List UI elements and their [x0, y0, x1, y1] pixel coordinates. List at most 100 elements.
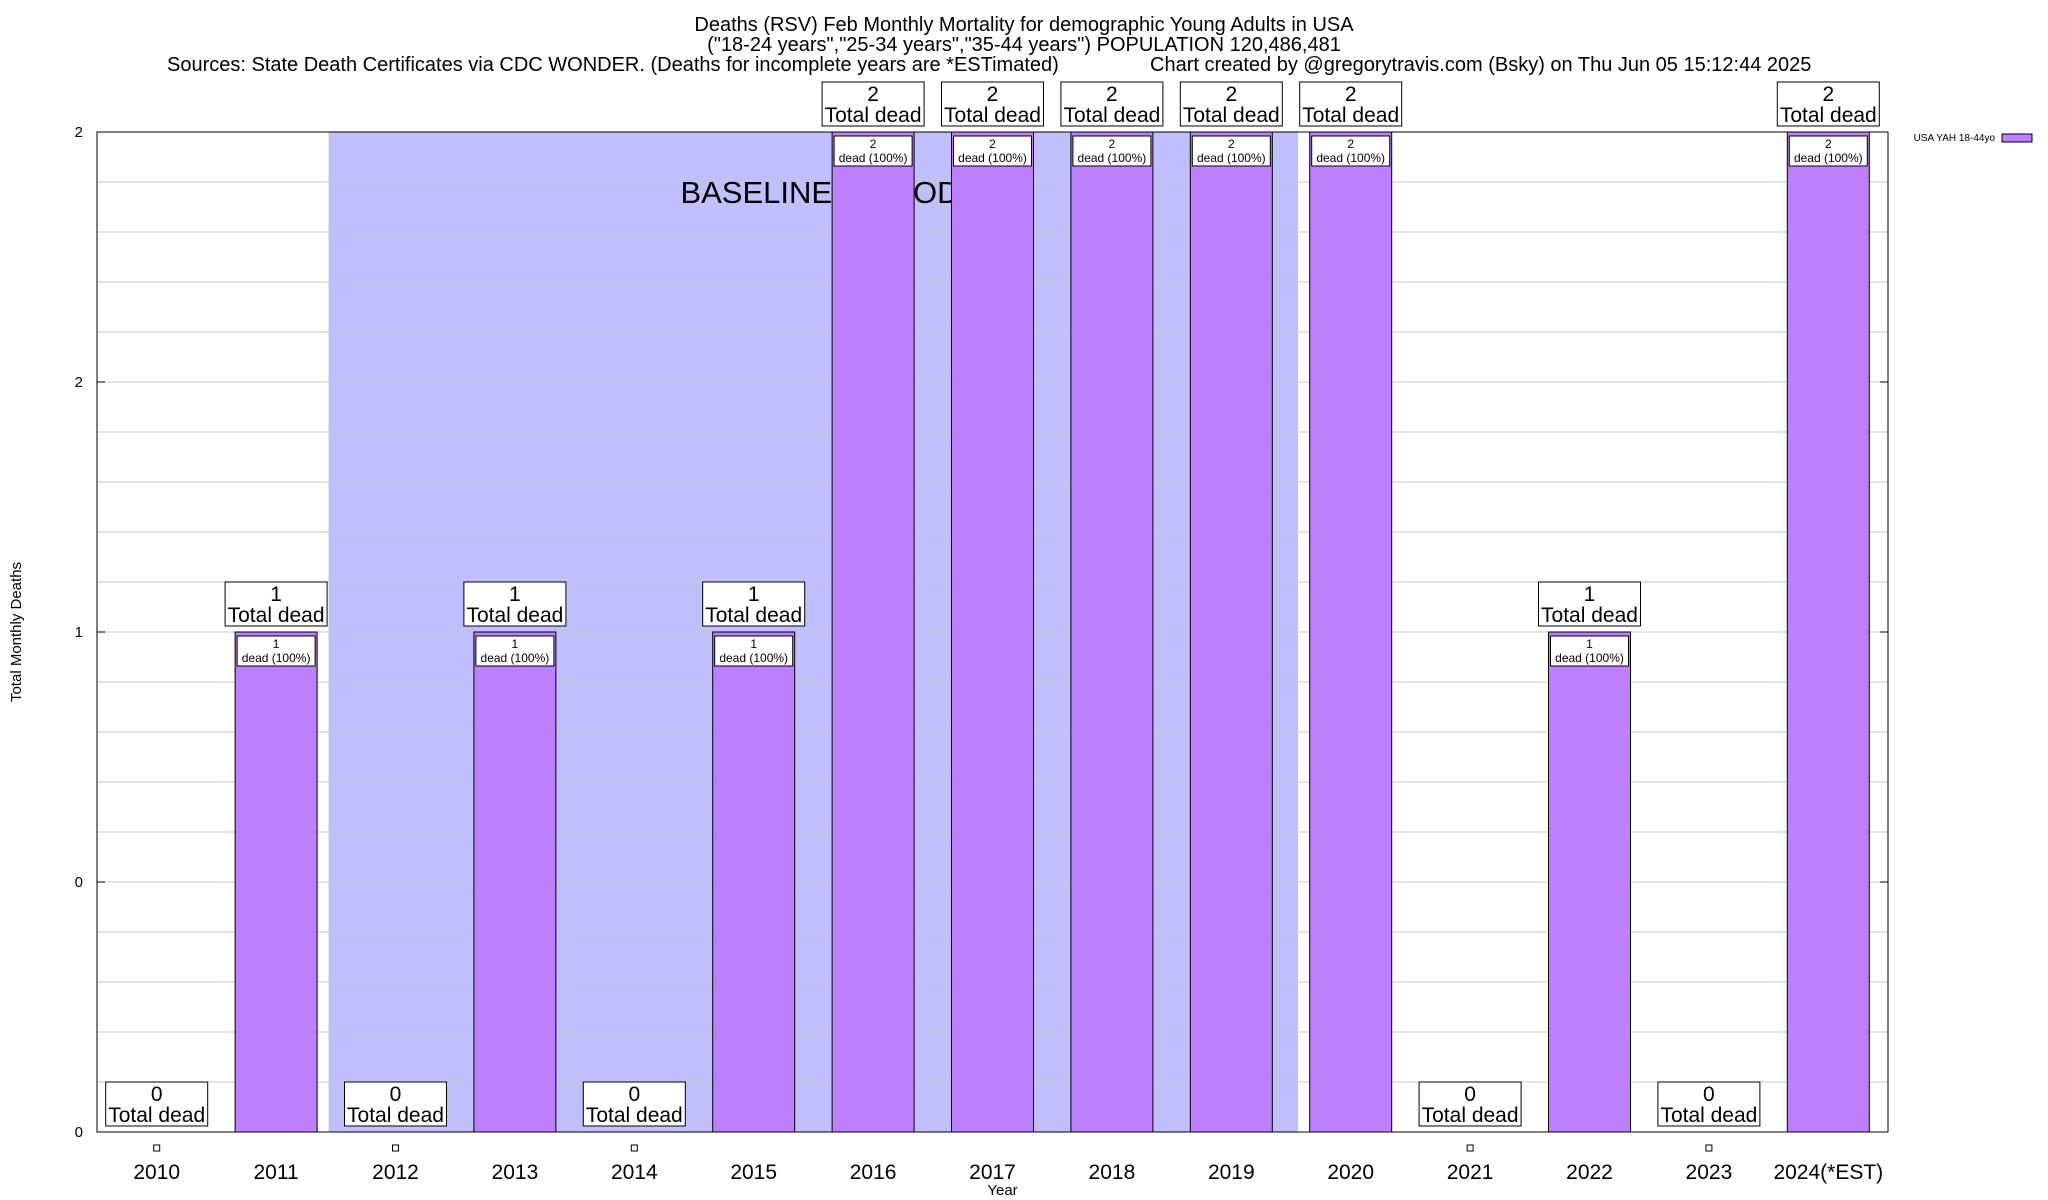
- x-tick-label: 2024(*EST): [1773, 1161, 1883, 1184]
- y-tick-label: 2: [75, 124, 83, 141]
- total-box: [344, 1081, 447, 1127]
- x-tick-label: 2017: [969, 1161, 1016, 1184]
- total-text: Total dead: [705, 604, 802, 627]
- total-number: 1: [270, 583, 282, 606]
- bar-2016: [831, 131, 915, 1133]
- total-number: 1: [509, 583, 521, 606]
- total-text: Total dead: [1302, 104, 1399, 127]
- bar-2017: [951, 131, 1034, 1133]
- bar-value-text: dead (100%): [1197, 151, 1266, 165]
- bar-2018: [1070, 131, 1154, 1133]
- baseline-period-label: BASELINE PERIOD: [680, 175, 959, 210]
- bar-value-text: dead (100%): [481, 651, 550, 665]
- legend-swatch: [2001, 133, 2033, 143]
- total-number: 2: [1106, 83, 1118, 106]
- total-text: Total dead: [825, 104, 922, 127]
- total-number: 2: [987, 83, 999, 106]
- total-text: Total dead: [586, 1104, 683, 1127]
- total-text: Total dead: [1780, 104, 1877, 127]
- bar-value-text: dead (100%): [958, 151, 1027, 165]
- bar-value-box: [953, 135, 1032, 167]
- total-box: [1657, 1081, 1761, 1127]
- bar-value-text: dead (100%): [242, 651, 311, 665]
- x-tick-label: 2021: [1447, 1161, 1494, 1184]
- total-number: 0: [628, 1083, 640, 1106]
- bar-value-box: [714, 635, 794, 667]
- total-text: Total dead: [466, 604, 563, 627]
- bar-value-box: [236, 635, 316, 667]
- total-number: 1: [1584, 583, 1596, 606]
- total-text: Total dead: [1541, 604, 1638, 627]
- total-box: [821, 81, 925, 127]
- y-tick-label: 2: [75, 374, 83, 391]
- x-tick-label: 2012: [372, 1161, 419, 1184]
- bar-value-number: 2: [1825, 137, 1832, 151]
- total-number: 0: [390, 1083, 402, 1106]
- zero-marker: [1705, 1144, 1713, 1152]
- bar-2013: [473, 631, 557, 1133]
- total-number: 2: [1345, 83, 1357, 106]
- x-tick-label: 2022: [1566, 1161, 1613, 1184]
- x-tick-label: 2023: [1686, 1161, 1733, 1184]
- x-tick-label: 2015: [730, 1161, 777, 1184]
- total-text: Total dead: [944, 104, 1041, 127]
- total-text: Total dead: [347, 1104, 444, 1127]
- chart-title-line2: ("18-24 years","25-34 years","35-44 year…: [707, 34, 1341, 56]
- bar-value-number: 2: [1109, 137, 1116, 151]
- bar-value-number: 1: [273, 637, 280, 651]
- bar-value-text: dead (100%): [1794, 151, 1863, 165]
- y-tick-label: 1: [75, 624, 83, 641]
- x-tick-label: 2013: [492, 1161, 539, 1184]
- total-box: [1538, 581, 1641, 627]
- total-box: [105, 1081, 209, 1127]
- total-box: [1776, 81, 1880, 127]
- total-box: [1060, 81, 1164, 127]
- bar-2024(*EST): [1786, 131, 1870, 1133]
- bar-value-text: dead (100%): [839, 151, 908, 165]
- total-text: Total dead: [228, 604, 325, 627]
- bar-2019: [1189, 131, 1273, 1133]
- zero-marker: [630, 1144, 638, 1152]
- zero-marker: [153, 1144, 161, 1152]
- total-text: Total dead: [1660, 1104, 1757, 1127]
- total-box: [1418, 1081, 1522, 1127]
- total-box: [702, 581, 806, 627]
- total-text: Total dead: [108, 1104, 205, 1127]
- bar-value-box: [1191, 135, 1271, 167]
- total-number: 2: [1225, 83, 1237, 106]
- total-box: [941, 81, 1044, 127]
- total-text: Total dead: [1422, 1104, 1519, 1127]
- bar-value-number: 1: [512, 637, 519, 651]
- bar-value-number: 2: [870, 137, 877, 151]
- bar-value-text: dead (100%): [1555, 651, 1624, 665]
- total-number: 0: [1703, 1083, 1715, 1106]
- zero-marker: [1466, 1144, 1474, 1152]
- total-number: 2: [867, 83, 879, 106]
- x-tick-label: 2018: [1089, 1161, 1136, 1184]
- total-box: [463, 581, 567, 627]
- total-box: [224, 581, 328, 627]
- bar-value-box: [1550, 635, 1629, 667]
- chart-title-line1: Deaths (RSV) Feb Monthly Mortality for d…: [694, 14, 1354, 36]
- bar-value-text: dead (100%): [1078, 151, 1147, 165]
- total-box: [582, 1081, 686, 1127]
- bar-2011: [234, 631, 318, 1133]
- bar-2015: [712, 631, 796, 1133]
- total-text: Total dead: [1063, 104, 1160, 127]
- x-tick-label: 2011: [254, 1161, 299, 1184]
- bar-value-number: 2: [1347, 137, 1354, 151]
- bar-value-box: [475, 635, 555, 667]
- total-number: 0: [1464, 1083, 1476, 1106]
- x-tick-label: 2020: [1327, 1161, 1374, 1184]
- legend-label: USA YAH 18-44yo: [1914, 133, 1996, 144]
- bar-value-number: 2: [989, 137, 996, 151]
- total-text: Total dead: [1183, 104, 1280, 127]
- bar-value-box: [1311, 135, 1391, 167]
- zero-marker: [392, 1144, 399, 1152]
- bar-2022: [1548, 631, 1631, 1133]
- x-tick-label: 2019: [1208, 1161, 1255, 1184]
- total-number: 0: [151, 1083, 163, 1106]
- bar-value-text: dead (100%): [1316, 151, 1385, 165]
- bar-value-number: 1: [1586, 637, 1593, 651]
